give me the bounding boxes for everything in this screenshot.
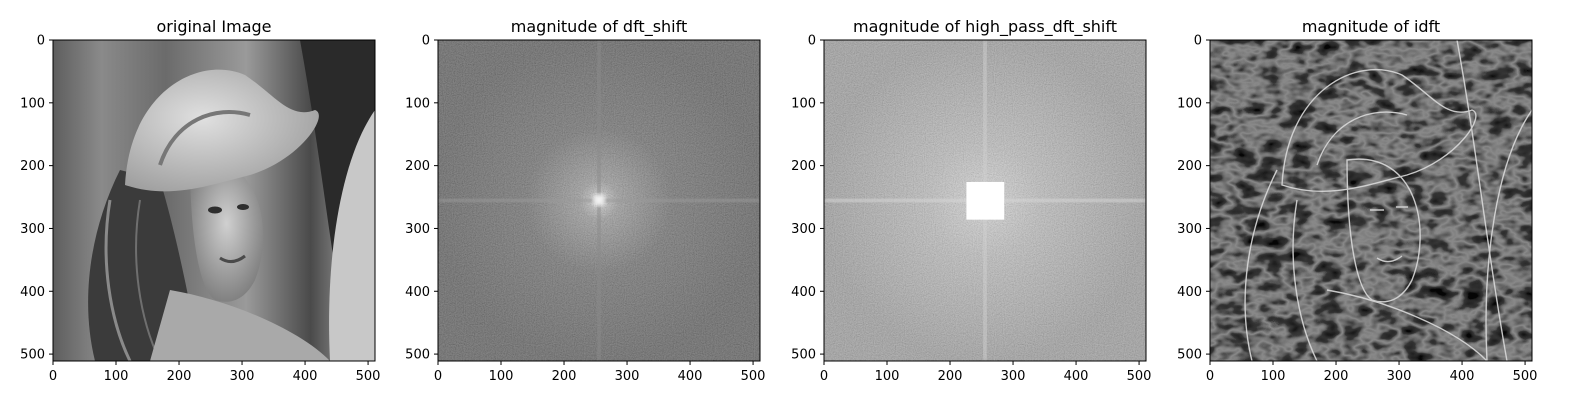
- x-tick-label: 200: [938, 369, 963, 384]
- y-tick-label: 200: [405, 159, 430, 174]
- original-image-raster: [53, 40, 375, 361]
- x-tick-label: 100: [489, 369, 514, 384]
- x-axis-ticks: 0 100 200 300 400 500: [49, 361, 381, 384]
- panel-title: magnitude of high_pass_dft_shift: [853, 17, 1117, 37]
- axes-frame: [437, 39, 761, 362]
- y-tick-label: 300: [1177, 222, 1202, 237]
- y-tick-label: 400: [791, 285, 816, 300]
- y-tick-label: 100: [20, 96, 45, 111]
- y-tick-label: 0: [1194, 34, 1202, 49]
- y-axis-ticks: 0 100 200 300 400 500: [405, 34, 438, 363]
- x-tick-label: 500: [1127, 369, 1152, 384]
- x-axis-ticks: 0 100 200 300 400 500: [820, 361, 1152, 384]
- axes-frame: [823, 39, 1147, 362]
- panel-idft-magnitude: magnitude of idft 0 100 200 300 400 500 0 100 2…: [1177, 17, 1537, 384]
- y-tick-label: 100: [1177, 96, 1202, 111]
- x-tick-label: 500: [1513, 369, 1538, 384]
- x-tick-label: 300: [230, 369, 255, 384]
- y-tick-label: 200: [791, 159, 816, 174]
- y-tick-label: 500: [20, 348, 45, 363]
- y-tick-label: 300: [791, 222, 816, 237]
- y-tick-label: 0: [422, 34, 430, 49]
- y-tick-label: 300: [20, 222, 45, 237]
- y-tick-label: 500: [791, 348, 816, 363]
- panel-title: magnitude of dft_shift: [511, 17, 687, 37]
- y-tick-label: 300: [405, 222, 430, 237]
- y-tick-label: 200: [1177, 159, 1202, 174]
- y-axis-ticks: 0 100 200 300 400 500: [20, 34, 53, 363]
- x-tick-label: 300: [1001, 369, 1026, 384]
- dft-spectrum-raster: [438, 40, 760, 361]
- y-tick-label: 100: [791, 96, 816, 111]
- x-tick-label: 0: [820, 369, 828, 384]
- axes-frame: [52, 39, 376, 362]
- y-tick-label: 0: [37, 34, 45, 49]
- panel-title: magnitude of idft: [1302, 17, 1440, 36]
- high-pass-mask: [966, 181, 1005, 220]
- panel-original-image: original Image 0 100 200 300 400 500 0 100 200 3…: [20, 17, 380, 384]
- x-tick-label: 300: [615, 369, 640, 384]
- x-tick-label: 400: [1064, 369, 1089, 384]
- x-axis-ticks: 0 100 200 300 400 500: [1206, 361, 1538, 384]
- x-tick-label: 400: [293, 369, 318, 384]
- x-tick-label: 400: [1450, 369, 1475, 384]
- y-tick-label: 100: [405, 96, 430, 111]
- y-tick-label: 400: [20, 285, 45, 300]
- panel-dft-magnitude: magnitude of dft_shift 0 100 200 300 400 500 …: [405, 17, 765, 384]
- x-tick-label: 300: [1387, 369, 1412, 384]
- x-tick-label: 500: [356, 369, 381, 384]
- x-tick-label: 0: [49, 369, 57, 384]
- y-tick-label: 200: [20, 159, 45, 174]
- y-tick-label: 400: [405, 285, 430, 300]
- y-axis-ticks: 0 100 200 300 400 500: [791, 34, 824, 363]
- x-tick-label: 200: [552, 369, 577, 384]
- x-tick-label: 500: [741, 369, 766, 384]
- x-tick-label: 200: [1324, 369, 1349, 384]
- x-tick-label: 200: [167, 369, 192, 384]
- x-tick-label: 100: [875, 369, 900, 384]
- x-tick-label: 100: [104, 369, 129, 384]
- y-axis-ticks: 0 100 200 300 400 500: [1177, 34, 1210, 363]
- panel-high-pass-magnitude: magnitude of high_pass_dft_shift 0 100 200…: [791, 17, 1151, 384]
- y-tick-label: 500: [405, 348, 430, 363]
- x-axis-ticks: 0 100 200 300 400 500: [434, 361, 766, 384]
- idft-edge-raster: [1210, 40, 1532, 361]
- x-tick-label: 0: [1206, 369, 1214, 384]
- x-tick-label: 0: [434, 369, 442, 384]
- y-tick-label: 400: [1177, 285, 1202, 300]
- x-tick-label: 400: [678, 369, 703, 384]
- y-tick-label: 0: [808, 34, 816, 49]
- y-tick-label: 500: [1177, 348, 1202, 363]
- axes-frame: [1209, 39, 1533, 362]
- x-tick-label: 100: [1261, 369, 1286, 384]
- panel-title: original Image: [157, 17, 272, 36]
